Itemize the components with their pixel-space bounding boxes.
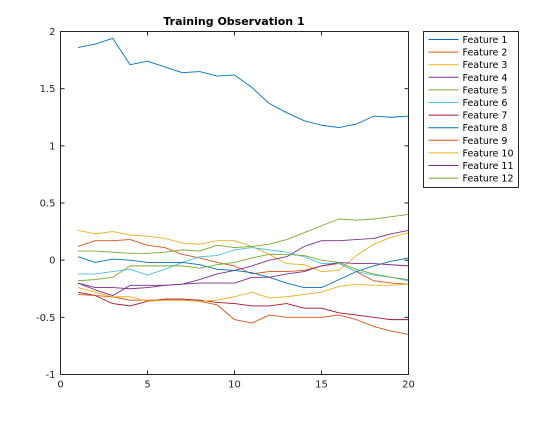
series-line-feature-1 (77, 37, 409, 128)
legend-label: Feature 8 (463, 123, 508, 134)
y-tick-label: -1 (46, 370, 56, 381)
series-line-feature-10 (77, 283, 409, 302)
y-tick-label: 2 (49, 27, 55, 38)
legend-label: Feature 2 (463, 48, 508, 59)
y-tick-label: 0 (49, 256, 55, 267)
series-line-feature-12 (77, 253, 409, 282)
y-tick-label: 0.5 (40, 199, 56, 210)
legend-label: Feature 7 (463, 111, 508, 122)
series-lines (77, 37, 409, 335)
chart-title: Training Observation 1 (163, 15, 304, 28)
series-line-feature-6 (77, 247, 409, 282)
series-line-feature-4 (77, 229, 409, 297)
legend-box (423, 31, 519, 188)
series-line-feature-11 (77, 262, 409, 290)
legend-label: Feature 10 (463, 148, 514, 159)
x-tick-label: 20 (402, 380, 415, 391)
legend-label: Feature 4 (463, 73, 508, 84)
legend-label: Feature 5 (463, 85, 508, 96)
series-line-feature-3 (77, 229, 409, 273)
legend-label: Feature 12 (463, 174, 514, 185)
series-line-feature-7 (77, 291, 409, 321)
legend-label: Feature 1 (463, 35, 508, 46)
series-line-feature-9 (77, 294, 409, 335)
x-tick-label: 15 (315, 380, 328, 391)
legend-label: Feature 11 (463, 161, 514, 172)
axis-ticks: 0 5 10 15 20 -1 -0.5 0 0.5 1 1.5 2 (36, 27, 415, 391)
series-line-feature-8 (77, 256, 409, 289)
legend-label: Feature 3 (463, 60, 508, 71)
y-tick-label: -0.5 (36, 313, 56, 324)
y-tick-label: 1.5 (40, 84, 56, 95)
legend-label: Feature 9 (463, 136, 508, 147)
x-tick-label: 10 (228, 380, 241, 391)
y-tick-label: 1 (49, 141, 55, 152)
series-line-feature-5 (77, 213, 409, 254)
x-tick-label: 0 (57, 380, 63, 391)
legend-label: Feature 6 (463, 98, 508, 109)
x-tick-label: 5 (144, 380, 150, 391)
